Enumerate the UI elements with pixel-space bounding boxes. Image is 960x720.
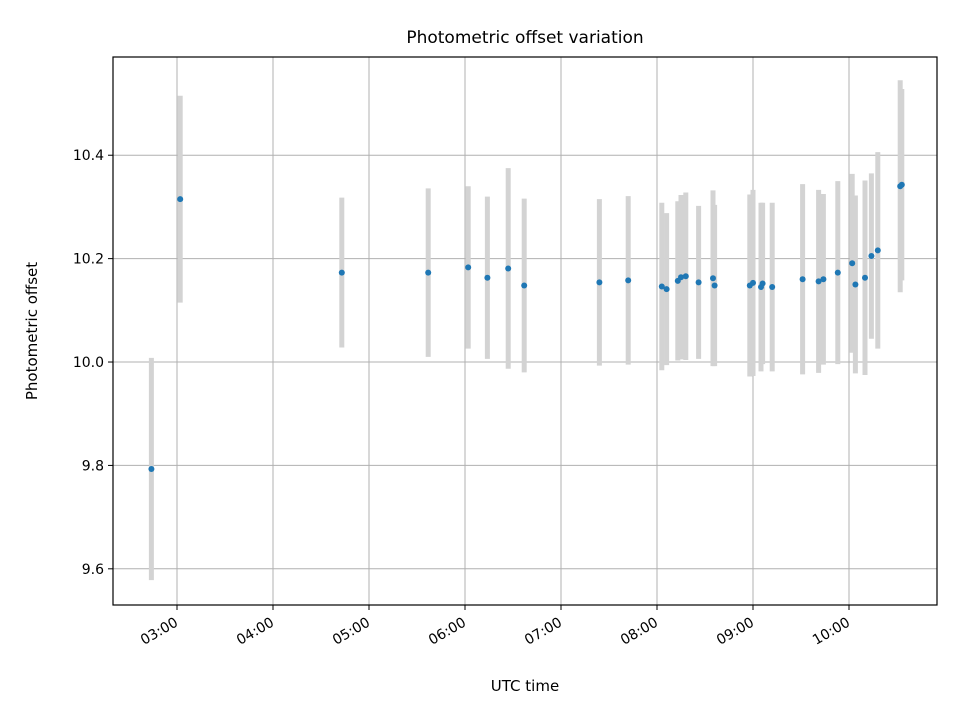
data-point bbox=[678, 274, 684, 281]
data-point bbox=[849, 260, 856, 267]
data-point bbox=[862, 274, 868, 281]
y-tick-label: 10.4 bbox=[73, 148, 104, 164]
chart-title: Photometric offset variation bbox=[406, 28, 643, 48]
y-axis-ticks: 9.6 9.8 10.0 10.2 10.4 bbox=[73, 148, 113, 578]
data-point bbox=[852, 281, 859, 288]
y-tick-label: 10.2 bbox=[73, 252, 104, 268]
data-point bbox=[465, 264, 472, 271]
x-tick-label: 09:00 bbox=[714, 615, 757, 649]
data-point bbox=[874, 247, 881, 254]
data-point bbox=[663, 286, 670, 293]
data-point bbox=[711, 282, 718, 289]
x-axis-ticks: 03:00 04:00 05:00 06:00 07:00 08:00 09:00 10:00 bbox=[138, 605, 853, 649]
y-tick-label: 10.0 bbox=[73, 355, 104, 371]
data-point bbox=[484, 274, 491, 281]
data-point bbox=[799, 276, 806, 283]
x-tick-label: 03:00 bbox=[138, 615, 181, 649]
data-point bbox=[521, 282, 528, 289]
data-point bbox=[658, 283, 665, 290]
data-point bbox=[505, 265, 512, 272]
x-tick-label: 07:00 bbox=[522, 615, 565, 649]
x-tick-label: 10:00 bbox=[810, 615, 853, 649]
data-point bbox=[769, 284, 776, 291]
data-point bbox=[868, 253, 875, 260]
data-point bbox=[425, 269, 432, 276]
grid-lines bbox=[113, 57, 937, 605]
data-point bbox=[596, 279, 603, 286]
data-point bbox=[148, 466, 155, 473]
data-point bbox=[898, 181, 905, 188]
data-point bbox=[710, 275, 716, 282]
x-tick-label: 04:00 bbox=[234, 615, 277, 649]
data-point bbox=[759, 280, 766, 287]
data-point bbox=[682, 273, 689, 280]
data-point bbox=[695, 279, 702, 286]
x-tick-label: 05:00 bbox=[330, 615, 373, 649]
data-point bbox=[177, 196, 184, 203]
y-axis-label: Photometric offset bbox=[23, 262, 41, 400]
plot-frame bbox=[112, 56, 938, 606]
data-point bbox=[625, 277, 632, 284]
data-point bbox=[815, 278, 822, 285]
x-axis-label: UTC time bbox=[491, 677, 559, 695]
data-point bbox=[820, 276, 827, 283]
data-point bbox=[834, 269, 841, 276]
y-tick-label: 9.8 bbox=[82, 458, 104, 474]
x-tick-label: 08:00 bbox=[618, 615, 661, 649]
data-point bbox=[750, 279, 756, 286]
y-tick-label: 9.6 bbox=[82, 562, 104, 578]
x-tick-label: 06:00 bbox=[426, 615, 469, 649]
data-point bbox=[338, 269, 345, 276]
data-points bbox=[148, 181, 905, 473]
